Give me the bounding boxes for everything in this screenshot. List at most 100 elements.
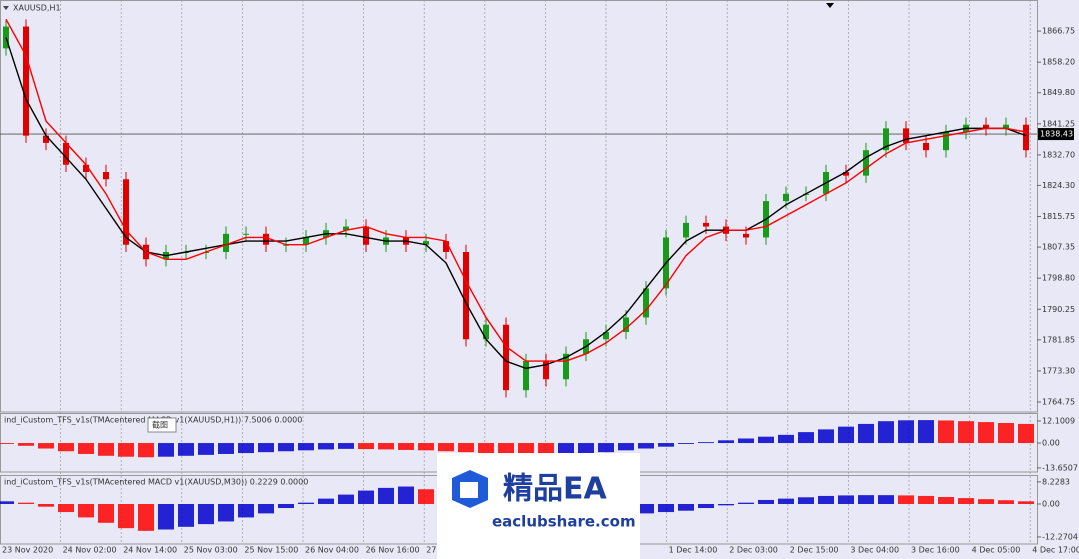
- y-tick-label: 12.1009: [1042, 417, 1075, 426]
- candle-body: [863, 150, 869, 176]
- candle-body: [1003, 124, 1009, 129]
- x-tick-label: 1 Dec 14:00: [669, 546, 718, 555]
- histogram-bar: [658, 443, 674, 447]
- histogram-bar: [398, 443, 414, 450]
- x-tick-label: 24 Nov 02:00: [63, 546, 117, 555]
- histogram-bar: [318, 498, 334, 504]
- histogram-bar: [838, 495, 854, 504]
- histogram-bar: [898, 420, 914, 444]
- histogram-bar: [418, 489, 434, 504]
- y-tick-label: 1781.85: [1042, 335, 1075, 344]
- candle-body: [123, 179, 129, 245]
- y-tick-label: 1849.80: [1042, 88, 1075, 97]
- candle-body: [423, 241, 429, 245]
- x-tick-label: 25 Nov 15:00: [244, 546, 298, 555]
- histogram-bar: [638, 503, 654, 514]
- histogram-bar: [218, 503, 234, 522]
- histogram-bar: [178, 503, 194, 527]
- candle-body: [223, 233, 229, 252]
- ma-line: [5, 18, 1027, 362]
- histogram-bar: [18, 502, 34, 504]
- histogram-bar: [918, 495, 934, 504]
- histogram-bar: [938, 497, 954, 504]
- x-tick-label: 2 Dec 03:00: [729, 546, 778, 555]
- candle-body: [503, 324, 509, 391]
- candle-body: [883, 128, 889, 151]
- candle-body: [343, 226, 349, 231]
- histogram-bar: [958, 498, 974, 504]
- histogram-bar: [658, 503, 674, 513]
- histogram-bar: [298, 443, 314, 451]
- tooltip-text: 截图: [152, 420, 168, 430]
- x-tick-label: 3 Dec 04:00: [850, 546, 899, 555]
- histogram-bar: [858, 495, 874, 504]
- histogram-bar: [58, 503, 74, 513]
- histogram-bar: [418, 443, 434, 451]
- histogram-bar: [698, 442, 714, 444]
- menu-arrow: [3, 6, 9, 10]
- candle-body: [23, 26, 29, 136]
- histogram-bar: [538, 443, 554, 455]
- x-tick-label: 26 Nov 04:00: [305, 546, 359, 555]
- histogram-bar: [958, 421, 974, 444]
- histogram-bar: [778, 498, 794, 504]
- x-tick-label: 4 Dec 17:00: [1032, 546, 1079, 555]
- histogram-bar: [698, 503, 714, 509]
- histogram-bar: [78, 503, 94, 518]
- histogram-bar: [798, 432, 814, 444]
- histogram-bar: [358, 490, 374, 504]
- histogram-bar: [878, 495, 894, 504]
- histogram-bar: [518, 443, 534, 455]
- histogram-bar: [458, 443, 474, 453]
- current-price-label: 1838.43: [1040, 130, 1073, 139]
- x-tick-label: 26 Nov 16:00: [366, 546, 420, 555]
- histogram-bar: [818, 495, 834, 504]
- y-tick-label: 1815.75: [1042, 212, 1075, 221]
- shift-marker: [826, 3, 834, 8]
- y-tick-label: 1807.35: [1042, 243, 1075, 252]
- histogram-bar: [118, 503, 134, 529]
- histogram-bar: [38, 443, 54, 449]
- histogram-bar: [258, 443, 274, 453]
- histogram-bar: [498, 443, 514, 454]
- y-tick-label: 1764.75: [1042, 398, 1075, 407]
- histogram-bar: [638, 443, 654, 449]
- histogram-bar: [758, 499, 774, 504]
- candle-body: [543, 361, 549, 380]
- candle-body: [643, 288, 649, 318]
- candle-body: [743, 233, 749, 238]
- candle-body: [43, 135, 49, 143]
- histogram-bar: [978, 422, 994, 444]
- y-tick-label: 1858.20: [1042, 58, 1075, 67]
- histogram-bar: [78, 443, 94, 454]
- candle-body: [103, 172, 109, 180]
- candle-body: [303, 237, 309, 245]
- histogram-bar: [738, 438, 754, 444]
- y-tick-label: 8.2283: [1042, 477, 1070, 486]
- histogram-bar: [318, 443, 334, 450]
- histogram-bar: [1018, 423, 1034, 444]
- histogram-bar: [358, 443, 374, 450]
- histogram-bar: [98, 443, 114, 456]
- candle-body: [783, 193, 789, 202]
- histogram-bar: [558, 443, 574, 455]
- histogram-bar: [378, 487, 394, 504]
- watermark: 精品EA eaclubshare.com: [437, 453, 640, 559]
- histogram-bar: [298, 502, 314, 504]
- histogram-bar: [238, 503, 254, 518]
- indicator-title: ind_iCustom_TFS_v1s(TMAcentered MACD v1(…: [4, 478, 308, 487]
- candle-body: [1023, 124, 1029, 151]
- histogram-bar: [718, 440, 734, 444]
- y-tick-label: -13.6507: [1042, 463, 1078, 472]
- histogram-bar: [738, 502, 754, 504]
- histogram-bar: [618, 443, 634, 451]
- candle-body: [83, 164, 89, 172]
- histogram-bar: [38, 503, 54, 507]
- candle-body: [523, 361, 529, 391]
- watermark-icon: [460, 482, 478, 498]
- tooltip-box: [147, 417, 177, 433]
- histogram-bar: [158, 503, 174, 530]
- histogram-bar: [778, 434, 794, 444]
- histogram-bar: [118, 443, 134, 457]
